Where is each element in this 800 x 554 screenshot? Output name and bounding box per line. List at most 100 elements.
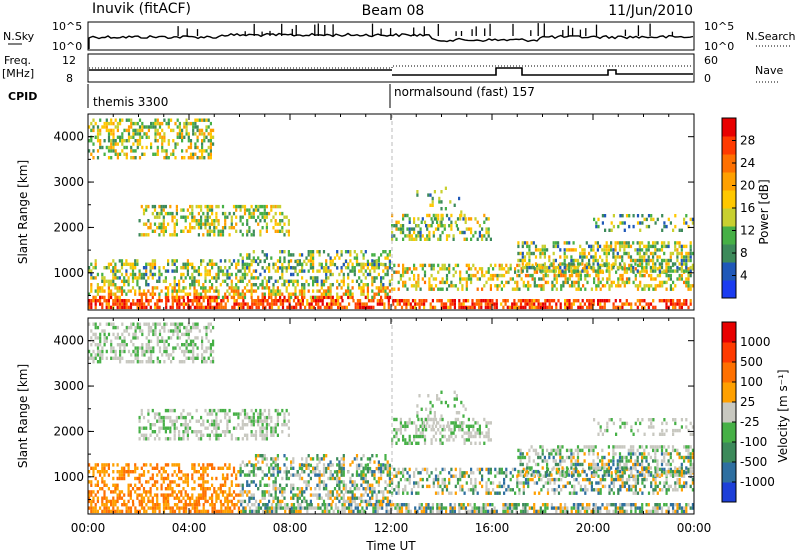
range-time-cell	[421, 277, 424, 281]
range-time-cell	[358, 283, 361, 287]
range-time-cell	[187, 503, 190, 507]
range-time-cell	[138, 156, 142, 160]
range-time-cell	[232, 295, 236, 300]
range-time-cell	[103, 125, 106, 129]
range-time-cell	[327, 496, 330, 500]
range-time-cell	[149, 222, 152, 226]
range-time-cell	[306, 299, 309, 303]
range-time-cell	[121, 118, 124, 122]
range-time-cell	[240, 503, 243, 507]
range-time-cell	[372, 506, 375, 510]
range-time-cell	[517, 241, 520, 245]
range-time-cell	[428, 277, 431, 281]
range-time-cell	[544, 280, 547, 285]
range-time-cell	[301, 253, 304, 257]
range-time-cell	[200, 302, 203, 306]
range-time-cell	[353, 487, 356, 491]
range-time-cell	[473, 302, 476, 306]
range-time-cell	[211, 503, 214, 507]
range-time-cell	[336, 295, 339, 300]
range-time-cell	[248, 208, 251, 212]
range-time-cell	[399, 224, 402, 228]
range-time-cell	[145, 262, 148, 266]
range-time-cell	[219, 269, 222, 273]
range-time-cell	[254, 269, 258, 273]
range-time-cell	[562, 284, 565, 288]
range-time-cell	[290, 266, 293, 270]
range-time-cell	[444, 186, 447, 190]
range-time-cell	[584, 277, 587, 281]
range-time-cell	[192, 360, 195, 364]
range-time-cell	[582, 267, 585, 271]
range-time-cell	[211, 219, 214, 223]
range-time-cell	[419, 227, 422, 231]
range-time-cell	[434, 227, 438, 231]
range-time-cell	[169, 509, 172, 514]
range-time-cell	[438, 200, 441, 204]
range-time-cell	[212, 142, 215, 146]
range-time-cell	[147, 490, 150, 494]
range-time-cell	[524, 284, 528, 288]
range-time-cell	[281, 299, 285, 303]
range-time-cell	[90, 299, 93, 303]
range-time-cell	[283, 463, 286, 467]
range-time-cell	[114, 142, 117, 146]
range-time-cell	[296, 262, 299, 267]
range-time-cell	[625, 503, 628, 507]
range-time-cell	[603, 248, 606, 252]
range-time-cell	[142, 289, 146, 293]
colorbar-swatch	[722, 226, 736, 245]
range-time-cell	[472, 263, 475, 268]
range-time-cell	[189, 204, 192, 209]
range-time-cell	[147, 356, 150, 360]
range-time-cell	[581, 503, 584, 507]
range-time-cell	[136, 346, 139, 350]
range-time-cell	[475, 302, 478, 306]
range-time-cell	[235, 272, 238, 277]
range-time-cell	[402, 273, 405, 278]
range-time-cell	[209, 346, 212, 350]
range-time-cell	[607, 265, 610, 270]
range-time-cell	[121, 322, 124, 326]
range-time-cell	[445, 237, 449, 241]
range-time-cell	[230, 493, 233, 497]
range-time-cell	[557, 263, 561, 268]
range-time-cell	[226, 283, 229, 287]
range-time-cell	[254, 283, 258, 287]
range-time-cell	[220, 302, 223, 306]
range-time-cell	[138, 272, 141, 277]
range-time-cell	[250, 286, 253, 290]
range-time-cell	[658, 265, 661, 270]
range-time-cell	[316, 276, 319, 280]
range-time-cell	[373, 279, 376, 283]
range-time-cell	[634, 258, 637, 263]
range-time-cell	[116, 506, 119, 510]
range-time-cell	[208, 229, 211, 233]
range-time-cell	[691, 506, 694, 510]
range-time-cell	[595, 224, 598, 229]
range-time-cell	[205, 346, 208, 350]
range-time-cell	[601, 258, 604, 263]
range-time-cell	[266, 503, 269, 507]
range-time-cell	[487, 227, 490, 231]
range-time-cell	[143, 509, 146, 514]
range-time-cell	[264, 509, 267, 514]
range-time-cell	[318, 253, 321, 257]
range-time-cell	[158, 269, 161, 273]
range-time-cell	[405, 506, 408, 510]
range-time-cell	[568, 305, 571, 310]
range-time-cell	[171, 487, 174, 491]
range-time-cell	[110, 339, 113, 343]
range-time-cell	[553, 284, 556, 288]
range-time-cell	[209, 121, 212, 126]
range-time-cell	[402, 237, 405, 241]
range-time-cell	[426, 237, 429, 241]
range-time-cell	[445, 305, 448, 310]
range-time-cell	[204, 289, 207, 293]
range-time-cell	[416, 302, 419, 306]
range-time-cell	[182, 480, 185, 484]
range-time-cell	[683, 506, 686, 510]
range-time-cell	[167, 503, 170, 507]
range-time-cell	[105, 322, 108, 326]
range-time-cell	[211, 466, 214, 470]
